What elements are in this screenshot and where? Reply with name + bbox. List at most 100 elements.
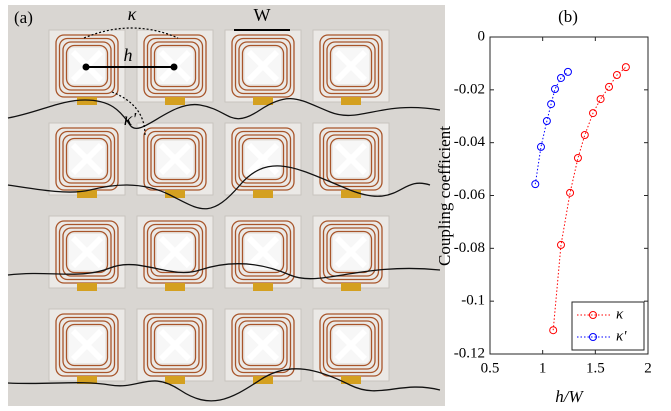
legend-box bbox=[571, 301, 645, 351]
data-point bbox=[589, 109, 598, 118]
x-tick-label: 1 bbox=[539, 360, 547, 376]
coil-turn bbox=[326, 320, 376, 370]
coil-cross bbox=[246, 49, 280, 83]
h-end bbox=[82, 63, 90, 71]
coil-turn bbox=[58, 223, 116, 281]
coil-turn bbox=[65, 230, 109, 274]
x-tick-label: 1.5 bbox=[586, 360, 605, 376]
data-point bbox=[531, 180, 540, 189]
data-point bbox=[596, 95, 605, 104]
coil-array bbox=[48, 29, 390, 384]
coil-turn bbox=[241, 137, 285, 181]
connector bbox=[165, 283, 185, 291]
coil-cross bbox=[246, 235, 280, 269]
connector bbox=[253, 376, 273, 384]
legend-marker bbox=[589, 333, 597, 341]
coil-turn bbox=[326, 134, 376, 184]
coil-turn bbox=[58, 130, 116, 188]
legend: κ κ' bbox=[571, 301, 645, 351]
coil-turn bbox=[322, 37, 380, 95]
kappa-arrow bbox=[83, 27, 179, 39]
legend-label: κ bbox=[616, 306, 624, 322]
w-label: W bbox=[254, 5, 271, 25]
connector bbox=[77, 97, 97, 105]
coil-turn bbox=[62, 227, 112, 277]
connector bbox=[341, 97, 361, 105]
h-end bbox=[170, 63, 178, 71]
coil-cross bbox=[70, 328, 104, 362]
coil-cross bbox=[158, 328, 192, 362]
coil-turn bbox=[62, 134, 112, 184]
data-point bbox=[580, 131, 589, 140]
coil-turn bbox=[146, 223, 204, 281]
coil-cross bbox=[246, 142, 280, 176]
legend-label: κ' bbox=[616, 328, 627, 344]
wires bbox=[7, 97, 441, 402]
x-tick-label: 2 bbox=[644, 360, 652, 376]
x-axis-label: h/W bbox=[555, 387, 584, 406]
connector bbox=[165, 97, 185, 105]
coil-turn bbox=[58, 316, 116, 374]
coil-turn bbox=[238, 227, 288, 277]
coil-turn bbox=[322, 130, 380, 188]
coil-turn bbox=[322, 316, 380, 374]
connector bbox=[341, 190, 361, 198]
connector bbox=[253, 97, 273, 105]
coil-turn bbox=[326, 227, 376, 277]
connector bbox=[253, 283, 273, 291]
coil-turn bbox=[150, 320, 200, 370]
chart-title: (b) bbox=[558, 7, 578, 26]
coil-turn bbox=[238, 41, 288, 91]
kappa-label: κ bbox=[128, 4, 137, 24]
coil-turn bbox=[146, 316, 204, 374]
data-point bbox=[563, 67, 572, 76]
coil-cross bbox=[246, 328, 280, 362]
connector bbox=[77, 190, 97, 198]
coil-turn bbox=[234, 223, 292, 281]
connector bbox=[165, 376, 185, 384]
y-axis-label: Coupling coefficient bbox=[435, 126, 454, 266]
coil-cross bbox=[158, 142, 192, 176]
y-tick-label: -0.08 bbox=[454, 240, 485, 256]
y-tick-label: -0.1 bbox=[461, 293, 485, 309]
series-line bbox=[552, 66, 627, 331]
data-point bbox=[605, 82, 614, 91]
legend-marker bbox=[589, 311, 597, 319]
data-point bbox=[573, 153, 582, 162]
data-point bbox=[556, 73, 565, 82]
data-point bbox=[556, 240, 565, 249]
coil-turn bbox=[329, 44, 373, 88]
coil-turn bbox=[153, 137, 197, 181]
coil-cross bbox=[334, 49, 368, 83]
data-point bbox=[542, 117, 551, 126]
y-tick-label: -0.02 bbox=[454, 81, 485, 97]
y-tick-label: -0.12 bbox=[454, 345, 485, 361]
coil-cross bbox=[334, 328, 368, 362]
connector bbox=[341, 376, 361, 384]
y-tick-label: -0.06 bbox=[454, 187, 486, 203]
coil-turn bbox=[234, 316, 292, 374]
y-tick-label: -0.04 bbox=[454, 134, 486, 150]
kappa-prime-arrow bbox=[111, 91, 146, 136]
coil-turn bbox=[238, 134, 288, 184]
coil-cross bbox=[158, 235, 192, 269]
coil-turn bbox=[322, 223, 380, 281]
coil-turn bbox=[329, 137, 373, 181]
coil-turn bbox=[241, 44, 285, 88]
coil-turn bbox=[326, 41, 376, 91]
coil-cross bbox=[70, 235, 104, 269]
coil-turn bbox=[329, 230, 373, 274]
coil-cross bbox=[334, 235, 368, 269]
coil-turn bbox=[150, 134, 200, 184]
coil-turn bbox=[150, 227, 200, 277]
h-label: h bbox=[124, 45, 133, 65]
data-point bbox=[536, 142, 545, 151]
coil-cross bbox=[334, 142, 368, 176]
coil-turn bbox=[329, 323, 373, 367]
coil-turn bbox=[234, 37, 292, 95]
coil-turn bbox=[234, 130, 292, 188]
coil-turn bbox=[62, 320, 112, 370]
panel-label: (a) bbox=[14, 8, 33, 27]
coil-turn bbox=[153, 323, 197, 367]
